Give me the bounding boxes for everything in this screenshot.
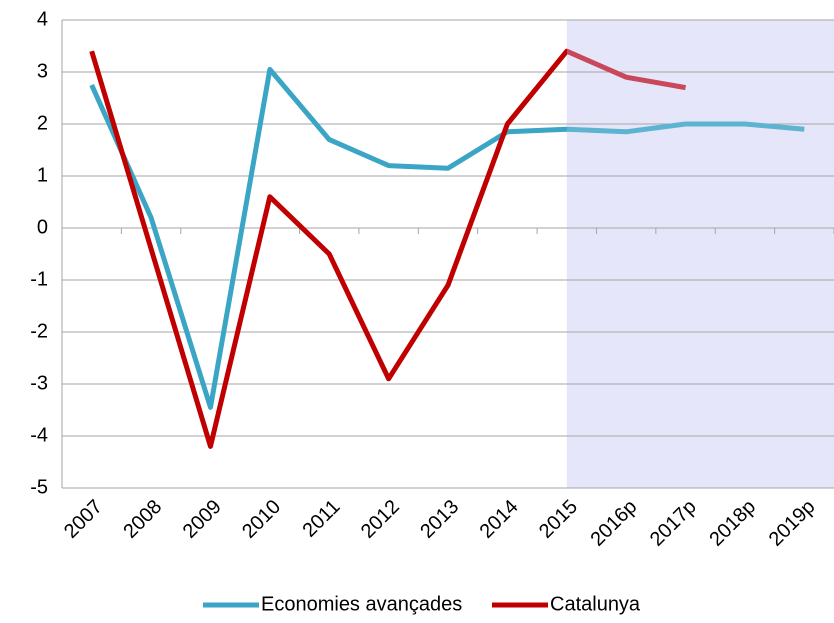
y-tick-label: 2 xyxy=(37,112,48,134)
x-tick-label: 2011 xyxy=(299,496,345,542)
x-tick-label: 2009 xyxy=(179,496,226,543)
x-tick-label: 2007 xyxy=(60,496,107,543)
y-tick-label: -1 xyxy=(30,268,48,290)
x-tick-label: 2015 xyxy=(535,496,582,543)
y-tick-label: 1 xyxy=(37,164,48,186)
y-tick-label: -2 xyxy=(30,320,48,342)
x-tick-label: 2012 xyxy=(357,496,404,543)
x-tick-label: 2014 xyxy=(476,496,523,543)
y-tick-label: 4 xyxy=(37,8,48,30)
y-tick-label: -4 xyxy=(30,424,48,446)
forecast-shade xyxy=(566,20,834,488)
x-tick-label: 2010 xyxy=(238,496,285,543)
x-tick-label: 2013 xyxy=(416,496,463,543)
x-tick-label: 2008 xyxy=(119,496,166,543)
series-line xyxy=(89,66,805,410)
y-tick-label: -5 xyxy=(30,476,48,498)
y-tick-label: 3 xyxy=(37,60,48,82)
x-tick-label: 2016p xyxy=(587,496,642,551)
x-tick-label: 2018p xyxy=(705,496,760,551)
y-tick-label: -3 xyxy=(30,372,48,394)
legend-label: Catalunya xyxy=(550,593,641,615)
y-tick-label: 0 xyxy=(37,216,48,238)
legend-label: Economies avançades xyxy=(261,593,462,615)
x-tick-label: 2017p xyxy=(646,496,701,551)
x-tick-label: 2019p xyxy=(765,496,820,551)
series-line xyxy=(89,48,686,449)
